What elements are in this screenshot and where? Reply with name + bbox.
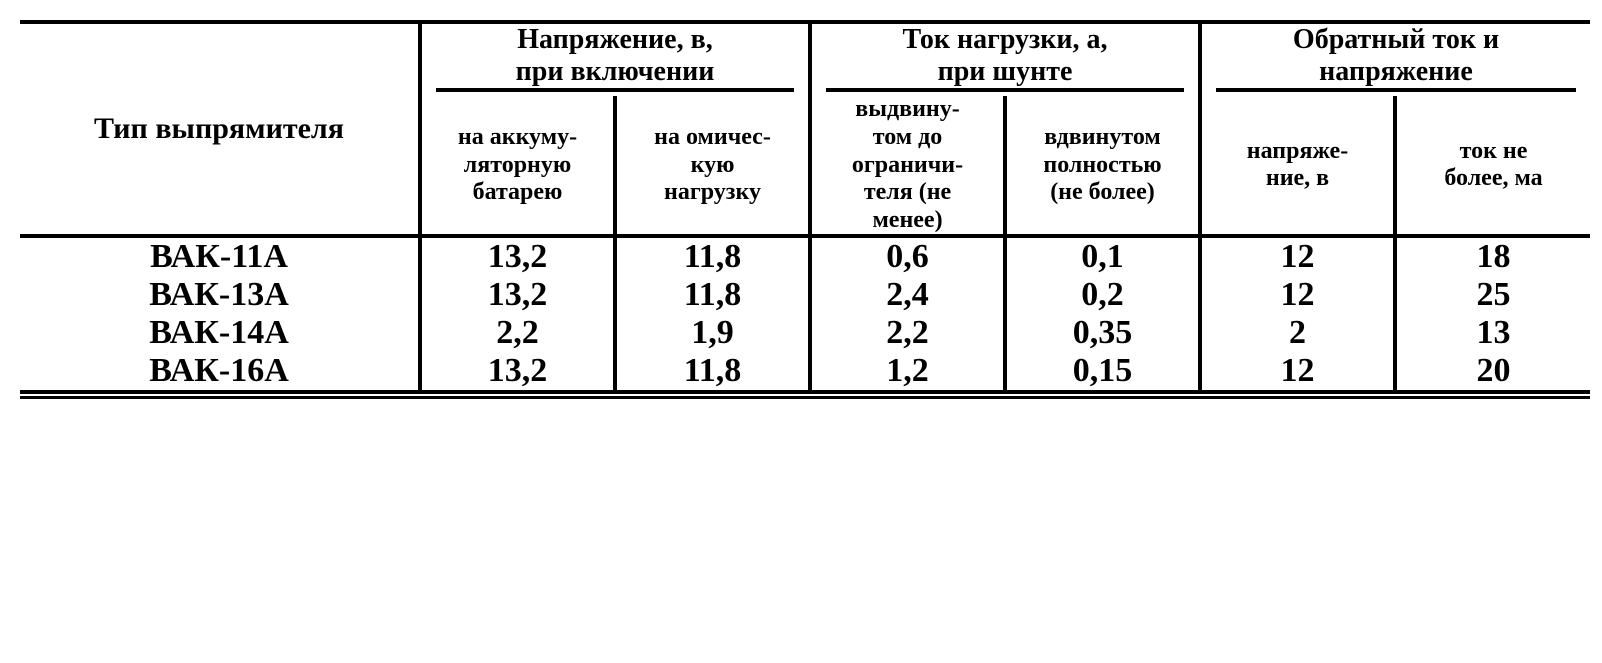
row-label-text: ВАК-16А bbox=[149, 352, 289, 389]
cell-text: 1,2 bbox=[886, 352, 929, 389]
sub-header-1: на омичес-куюнагрузку bbox=[615, 96, 810, 236]
cell-text: 1,9 bbox=[691, 314, 734, 351]
cell: 13,2 bbox=[420, 276, 615, 314]
cell-text: 11,8 bbox=[684, 238, 742, 275]
cell: 0,1 bbox=[1005, 236, 1200, 276]
header-row-groups: Тип выпрямителя Напряжение, в,при включе… bbox=[20, 22, 1590, 88]
sub-header-5: ток неболее, ма bbox=[1395, 96, 1590, 236]
sub-header-2: выдвину-том доограничи-теля (неменее) bbox=[810, 96, 1005, 236]
cell-text: 13 bbox=[1477, 314, 1511, 351]
cell-text: 2 bbox=[1289, 314, 1306, 351]
cell: 12 bbox=[1200, 352, 1395, 392]
group-rule-0 bbox=[436, 88, 794, 92]
cell: 11,8 bbox=[615, 236, 810, 276]
cell-text: 12 bbox=[1281, 352, 1315, 389]
group-header-2-text: Обратный ток инапряжение bbox=[1293, 24, 1499, 87]
table-row: ВАК-11А 13,2 11,8 0,6 0,1 12 18 bbox=[20, 236, 1590, 276]
cell-text: 11,8 bbox=[684, 352, 742, 389]
cell: 12 bbox=[1200, 236, 1395, 276]
cell: 2 bbox=[1200, 314, 1395, 352]
cell-text: 25 bbox=[1477, 276, 1511, 313]
cell-text: 0,1 bbox=[1081, 238, 1124, 275]
cell: 0,6 bbox=[810, 236, 1005, 276]
cell-text: 12 bbox=[1281, 276, 1315, 313]
cell-text: 12 bbox=[1281, 238, 1315, 275]
table-row: ВАК-14А 2,2 1,9 2,2 0,35 2 13 bbox=[20, 314, 1590, 352]
sub-header-2-text: выдвину-том доограничи-теля (неменее) bbox=[852, 96, 963, 232]
cell: 12 bbox=[1200, 276, 1395, 314]
cell: 2,2 bbox=[810, 314, 1005, 352]
row-header-title-text: Тип выпрямителя bbox=[94, 112, 344, 145]
cell: 1,9 bbox=[615, 314, 810, 352]
row-label: ВАК-11А bbox=[20, 236, 420, 276]
cell: 11,8 bbox=[615, 276, 810, 314]
table-row: ВАК-13А 13,2 11,8 2,4 0,2 12 25 bbox=[20, 276, 1590, 314]
cell-text: 2,2 bbox=[496, 314, 539, 351]
cell-text: 2,4 bbox=[886, 276, 929, 313]
row-label: ВАК-16А bbox=[20, 352, 420, 392]
group-rule-2 bbox=[1216, 88, 1576, 92]
cell: 1,2 bbox=[810, 352, 1005, 392]
page: Тип выпрямителя Напряжение, в,при включе… bbox=[0, 0, 1602, 663]
row-label-text: ВАК-14А bbox=[149, 314, 289, 351]
row-header-title: Тип выпрямителя bbox=[20, 22, 420, 236]
cell-text: 0,6 bbox=[886, 238, 929, 275]
cell: 11,8 bbox=[615, 352, 810, 392]
cell-text: 18 bbox=[1477, 238, 1511, 275]
sub-header-1-text: на омичес-куюнагрузку bbox=[654, 124, 771, 205]
row-label: ВАК-13А bbox=[20, 276, 420, 314]
cell: 13,2 bbox=[420, 236, 615, 276]
cell-text: 13,2 bbox=[488, 238, 548, 275]
cell-text: 0,35 bbox=[1073, 314, 1133, 351]
cell-text: 11,8 bbox=[684, 276, 742, 313]
sub-header-4: напряже-ние, в bbox=[1200, 96, 1395, 236]
cell: 13,2 bbox=[420, 352, 615, 392]
group-header-2: Обратный ток инапряжение bbox=[1200, 22, 1590, 88]
bottom-rule-2 bbox=[20, 398, 1590, 400]
cell-text: 0,15 bbox=[1073, 352, 1133, 389]
cell-text: 2,2 bbox=[886, 314, 929, 351]
group-header-0: Напряжение, в,при включении bbox=[420, 22, 810, 88]
cell: 0,15 bbox=[1005, 352, 1200, 392]
cell: 2,4 bbox=[810, 276, 1005, 314]
table-body: ВАК-11А 13,2 11,8 0,6 0,1 12 18 ВАК-13А … bbox=[20, 236, 1590, 399]
sub-header-3-text: вдвинутомполностью(не более) bbox=[1043, 124, 1161, 205]
cell: 18 bbox=[1395, 236, 1590, 276]
group-header-0-text: Напряжение, в,при включении bbox=[516, 24, 715, 87]
sub-header-0: на аккуму-ляторнуюбатарею bbox=[420, 96, 615, 236]
sub-header-3: вдвинутомполностью(не более) bbox=[1005, 96, 1200, 236]
cell: 0,2 bbox=[1005, 276, 1200, 314]
cell: 25 bbox=[1395, 276, 1590, 314]
cell: 0,35 bbox=[1005, 314, 1200, 352]
cell: 2,2 bbox=[420, 314, 615, 352]
sub-header-5-text: ток неболее, ма bbox=[1444, 138, 1542, 192]
cell-text: 20 bbox=[1477, 352, 1511, 389]
row-label-text: ВАК-13А bbox=[149, 276, 289, 313]
rectifier-table: Тип выпрямителя Напряжение, в,при включе… bbox=[20, 20, 1590, 399]
sub-header-4-text: напряже-ние, в bbox=[1247, 138, 1348, 192]
table-row: ВАК-16А 13,2 11,8 1,2 0,15 12 20 bbox=[20, 352, 1590, 392]
cell: 20 bbox=[1395, 352, 1590, 392]
cell-text: 13,2 bbox=[488, 352, 548, 389]
cell-text: 0,2 bbox=[1081, 276, 1124, 313]
row-label-text: ВАК-11А bbox=[150, 238, 288, 275]
cell: 13 bbox=[1395, 314, 1590, 352]
group-header-1: Ток нагрузки, а,при шунте bbox=[810, 22, 1200, 88]
cell-text: 13,2 bbox=[488, 276, 548, 313]
group-header-1-text: Ток нагрузки, а,при шунте bbox=[902, 24, 1107, 87]
group-rule-1 bbox=[826, 88, 1184, 92]
sub-header-0-text: на аккуму-ляторнуюбатарею bbox=[458, 124, 577, 205]
row-label: ВАК-14А bbox=[20, 314, 420, 352]
